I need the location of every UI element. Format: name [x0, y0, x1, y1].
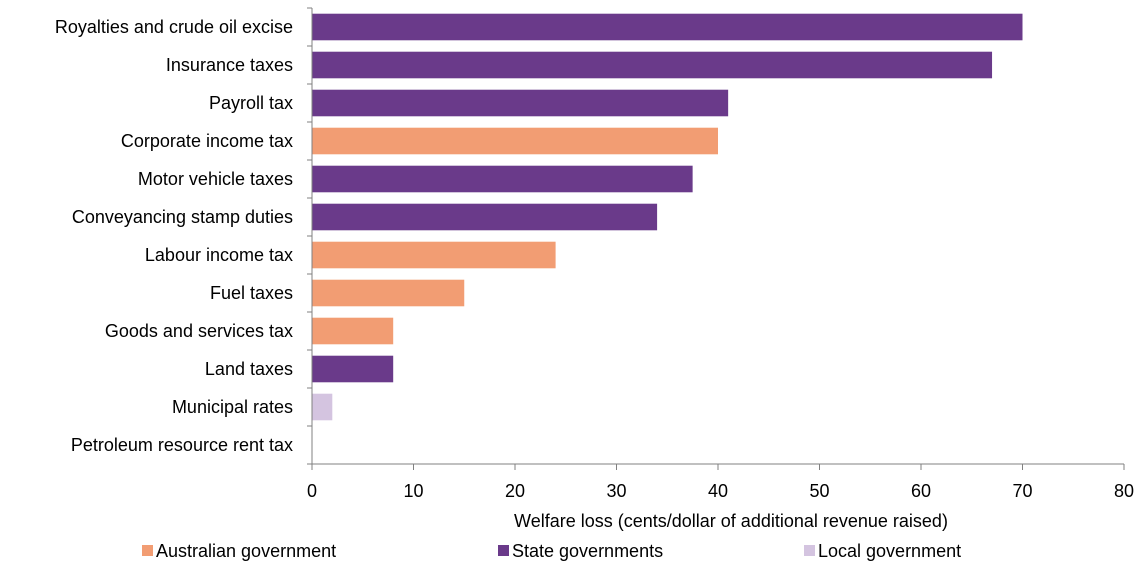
x-tick-label: 60: [911, 481, 931, 501]
bar-corporate-income-tax: [312, 127, 718, 155]
bar-municipal-rates: [312, 393, 333, 421]
legend-swatch-state-governments: [498, 545, 509, 556]
legend-swatch-local-government: [804, 545, 815, 556]
axes-layer: [307, 7, 1125, 470]
bar-insurance-taxes: [312, 51, 993, 79]
labels-layer: Royalties and crude oil excise Insurance …: [55, 17, 1134, 531]
bars-layer: [312, 13, 1023, 421]
bar-motor-vehicle-taxes: [312, 165, 693, 193]
legend-label-australian-government: Australian government: [156, 541, 336, 561]
category-label-municipal-rates: Municipal rates: [172, 397, 293, 417]
bar-labour-income-tax: [312, 241, 556, 269]
bar-land-taxes: [312, 355, 394, 383]
x-tick-label: 70: [1012, 481, 1032, 501]
legend-label-state-governments: State governments: [512, 541, 663, 561]
x-tick-label: 40: [708, 481, 728, 501]
x-tick-label: 0: [307, 481, 317, 501]
x-tick-label: 50: [809, 481, 829, 501]
bar-payroll-tax: [312, 89, 729, 117]
x-tick-label: 20: [505, 481, 525, 501]
category-label-conveyancing-stamp-duties: Conveyancing stamp duties: [72, 207, 293, 227]
category-label-motor-vehicle-taxes: Motor vehicle taxes: [138, 169, 293, 189]
x-tick-label: 80: [1114, 481, 1134, 501]
x-tick-label: 30: [606, 481, 626, 501]
category-label-payroll-tax: Payroll tax: [209, 93, 293, 113]
category-label-royalties-and-crude-oil-excise: Royalties and crude oil excise: [55, 17, 293, 37]
bar-conveyancing-stamp-duties: [312, 203, 658, 231]
x-tick-label: 10: [403, 481, 423, 501]
category-label-land-taxes: Land taxes: [205, 359, 293, 379]
category-label-goods-and-services-tax: Goods and services tax: [105, 321, 293, 341]
category-label-petroleum-resource-rent-tax: Petroleum resource rent tax: [71, 435, 293, 455]
x-axis-title: Welfare loss (cents/dollar of additional…: [514, 511, 948, 531]
bar-goods-and-services-tax: [312, 317, 394, 345]
bar-royalties-and-crude-oil-excise: [312, 13, 1023, 41]
category-label-corporate-income-tax: Corporate income tax: [121, 131, 293, 151]
category-label-labour-income-tax: Labour income tax: [145, 245, 293, 265]
category-label-insurance-taxes: Insurance taxes: [166, 55, 293, 75]
category-label-fuel-taxes: Fuel taxes: [210, 283, 293, 303]
legend: Australian government State governments Lo…: [142, 541, 961, 561]
bar-fuel-taxes: [312, 279, 465, 307]
legend-label-local-government: Local government: [818, 541, 961, 561]
legend-swatch-australian-government: [142, 545, 153, 556]
